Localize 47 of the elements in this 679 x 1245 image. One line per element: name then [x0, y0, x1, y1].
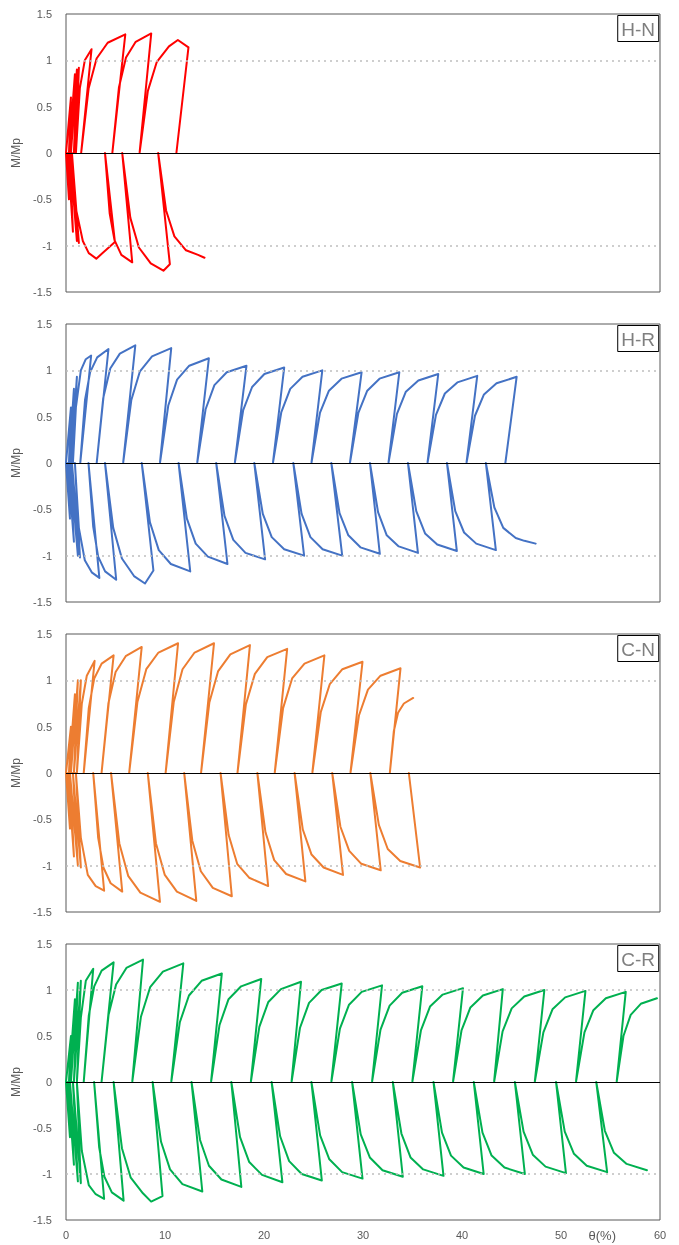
y-tick-label: 1.5 — [36, 938, 52, 950]
y-tick-label: 1 — [45, 54, 52, 67]
line-series — [65, 344, 537, 585]
y-tick-label: 0.5 — [36, 100, 52, 113]
y-tick-label: 1.5 — [36, 8, 52, 20]
y-tick-label: 1 — [45, 674, 52, 687]
y-tick-label: -1 — [42, 1168, 52, 1180]
y-tick-label: 0 — [45, 147, 52, 159]
line-series — [65, 642, 422, 903]
y-tick-label: -1.5 — [33, 286, 52, 298]
y-tick-label: -0.5 — [33, 193, 52, 206]
x-axis-title: θ(%) — [588, 1228, 616, 1243]
y-tick-label: 0.5 — [36, 410, 52, 423]
y-tick-label: 1 — [45, 984, 52, 996]
y-axis-title: M/Mp — [9, 757, 24, 788]
chart-title: C-R — [621, 949, 656, 970]
y-tick-label: 0.5 — [36, 720, 52, 733]
x-tick-label: 20 — [257, 1228, 271, 1241]
line-series — [65, 32, 206, 272]
x-tick-label: 50 — [554, 1228, 568, 1241]
y-axis-title: M/Mp — [9, 137, 24, 168]
y-tick-label: -0.5 — [33, 1122, 52, 1134]
y-tick-label: -1 — [42, 239, 52, 252]
y-axis-title: M/Mp — [9, 447, 24, 478]
y-axis-title: M/Mp — [9, 1066, 24, 1097]
y-tick-label: -1.5 — [33, 596, 52, 608]
x-tick-label: 40 — [455, 1228, 469, 1241]
y-tick-label: 0.5 — [36, 1030, 52, 1042]
x-tick-label: 60 — [653, 1228, 667, 1241]
chart-title: C-N — [621, 639, 656, 660]
chart-title: H-N — [621, 19, 656, 40]
y-tick-label: -0.5 — [33, 813, 52, 826]
y-tick-label: -1 — [42, 549, 52, 562]
y-tick-label: 0 — [45, 767, 52, 779]
y-tick-label: 0 — [45, 1076, 52, 1088]
y-tick-label: -1.5 — [33, 1214, 52, 1226]
x-tick-label: 30 — [356, 1228, 370, 1241]
x-tick-label: 0 — [62, 1228, 70, 1241]
y-tick-label: -0.5 — [33, 503, 52, 516]
chart-title: H-R — [621, 329, 656, 350]
y-tick-label: 1.5 — [36, 318, 52, 330]
y-tick-label: -1.5 — [33, 906, 52, 918]
x-tick-label: 10 — [158, 1228, 172, 1241]
y-tick-label: 1.5 — [36, 628, 52, 640]
y-tick-label: 0 — [45, 457, 52, 469]
y-tick-label: -1 — [42, 859, 52, 872]
y-tick-label: 1 — [45, 364, 52, 377]
